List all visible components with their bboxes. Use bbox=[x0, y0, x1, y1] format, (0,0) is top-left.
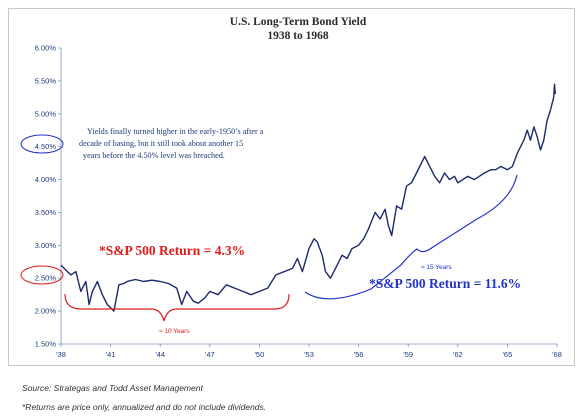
y-tick-label: 3.00% bbox=[35, 241, 57, 250]
footer-source: Source: Strategas and Todd Asset Managem… bbox=[22, 383, 203, 393]
footer-note: *Returns are price only, annualized and … bbox=[22, 402, 267, 412]
x-tick-label: '65 bbox=[503, 350, 513, 359]
x-axis: '38 '41 '44 '47 '50 '53 '56 '59 '62 '65 '68 bbox=[56, 344, 562, 359]
bond-yield-chart: U.S. Long-Term Bond Yield 1938 to 1968 1… bbox=[20, 16, 562, 359]
x-tick-label: '38 bbox=[56, 350, 66, 359]
y-tick-label: 5.50% bbox=[35, 76, 57, 85]
x-tick-label: '53 bbox=[304, 350, 314, 359]
series-line-bond-yield bbox=[60, 83, 556, 312]
x-tick-label: '62 bbox=[453, 350, 463, 359]
circle-4-50-highlight bbox=[20, 134, 64, 154]
red-return-label: *S&P 500 Return = 4.3% bbox=[99, 243, 245, 258]
circle-2-50-highlight bbox=[20, 265, 64, 285]
blue-return-label: *S&P 500 Return = 11.6% bbox=[369, 276, 521, 291]
chart-subtitle: 1938 to 1968 bbox=[267, 30, 329, 42]
y-tick-label: 5.00% bbox=[35, 109, 57, 118]
x-tick-label: '50 bbox=[255, 350, 265, 359]
x-tick-label: '47 bbox=[205, 350, 215, 359]
y-tick-label: 2.00% bbox=[35, 307, 57, 316]
x-tick-label: '44 bbox=[155, 350, 165, 359]
x-tick-label: '68 bbox=[552, 350, 562, 359]
chart-title: U.S. Long-Term Bond Yield bbox=[230, 16, 367, 28]
blue-span-label: ≈ 15 Years bbox=[421, 264, 452, 271]
y-axis: 1.50% 2.00% 2.50% 3.00% 3.50% 4.00% 4.50% 5.00%… bbox=[35, 44, 61, 349]
x-tick-label: '59 bbox=[403, 350, 413, 359]
x-tick-label: '41 bbox=[106, 350, 116, 359]
chart-frame: U.S. Long-Term Bond Yield 1938 to 1968 1… bbox=[8, 8, 575, 366]
x-tick-label: '56 bbox=[354, 350, 364, 359]
y-tick-label: 6.00% bbox=[35, 44, 57, 53]
y-tick-label: 2.50% bbox=[35, 274, 57, 283]
y-tick-label: 4.00% bbox=[35, 175, 57, 184]
annotation-note: Yields finally turned higher in the earl… bbox=[79, 127, 265, 160]
blue-bracket bbox=[304, 174, 518, 300]
red-span-label: ≈ 10 Years bbox=[159, 328, 190, 335]
y-tick-label: 1.50% bbox=[35, 340, 57, 349]
y-tick-label: 3.50% bbox=[35, 208, 57, 217]
y-tick-label: 4.50% bbox=[35, 142, 57, 151]
red-bracket bbox=[64, 293, 290, 322]
